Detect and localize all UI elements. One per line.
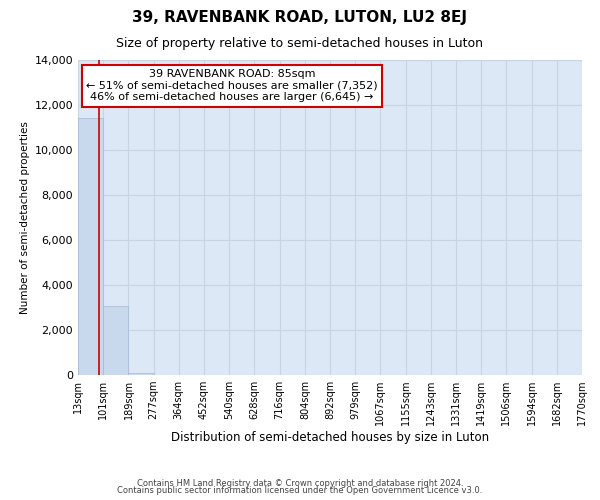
Bar [128,373,154,375]
Bar [103,306,128,375]
Text: Contains HM Land Registry data © Crown copyright and database right 2024.: Contains HM Land Registry data © Crown c… [137,478,463,488]
Text: Size of property relative to semi-detached houses in Luton: Size of property relative to semi-detach… [116,38,484,51]
Y-axis label: Number of semi-detached properties: Number of semi-detached properties [20,121,31,314]
X-axis label: Distribution of semi-detached houses by size in Luton: Distribution of semi-detached houses by … [171,431,489,444]
Text: 39, RAVENBANK ROAD, LUTON, LU2 8EJ: 39, RAVENBANK ROAD, LUTON, LU2 8EJ [133,10,467,25]
Text: Contains public sector information licensed under the Open Government Licence v3: Contains public sector information licen… [118,486,482,495]
Text: 39 RAVENBANK ROAD: 85sqm
← 51% of semi-detached houses are smaller (7,352)
46% o: 39 RAVENBANK ROAD: 85sqm ← 51% of semi-d… [86,69,378,102]
Bar [78,118,103,375]
